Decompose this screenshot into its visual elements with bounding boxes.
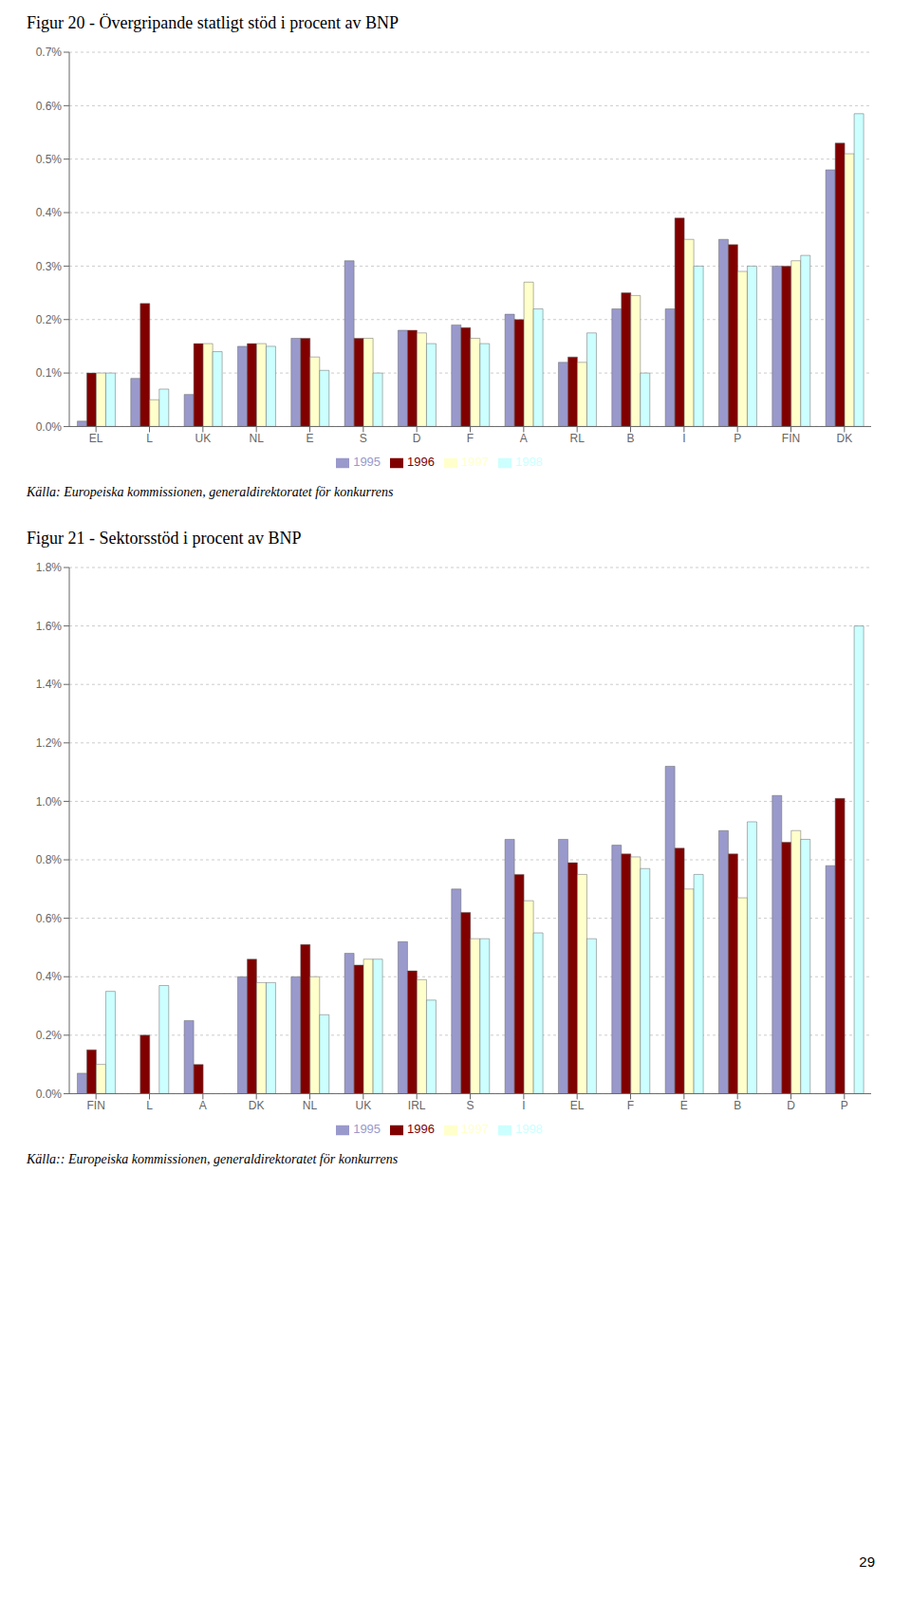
svg-text:0.0%: 0.0%	[36, 420, 63, 434]
svg-text:1.0%: 1.0%	[36, 795, 63, 809]
html-text:Figur 20 - Övergripande statli: Figur 20 - Övergripande statligt stöd i …	[26, 13, 399, 33]
html-text:Figur 21 - Sektorsstöd i proce: Figur 21 - Sektorsstöd i procent av BNP	[26, 528, 302, 548]
svg-text:0.6%: 0.6%	[36, 911, 63, 926]
svg-text:S: S	[465, 1098, 474, 1113]
html-text:1997: 1997	[461, 454, 489, 470]
svg-text:D: D	[786, 1098, 796, 1113]
html-text:Källa:: Europeiska kommissione: Källa:: Europeiska kommissionen, general…	[26, 1152, 398, 1167]
svg-text:I: I	[521, 1098, 525, 1113]
html-text:1996: 1996	[407, 1122, 435, 1137]
svg-text:D: D	[412, 431, 422, 446]
svg-text:F: F	[627, 1098, 634, 1113]
svg-text:E: E	[680, 1098, 688, 1113]
html-text:Källa: Europeiska kommissionen: Källa: Europeiska kommissionen, generald…	[26, 484, 394, 500]
svg-text:EL: EL	[89, 431, 104, 446]
svg-text:0.4%: 0.4%	[36, 205, 63, 220]
html-text:1996: 1996	[407, 454, 435, 470]
svg-text:0.2%: 0.2%	[36, 313, 63, 327]
svg-text:A: A	[520, 431, 528, 446]
svg-text:EL: EL	[570, 1098, 585, 1113]
html-text:1995: 1995	[353, 1122, 381, 1137]
svg-text:0.2%: 0.2%	[36, 1028, 63, 1042]
svg-text:0.6%: 0.6%	[36, 99, 63, 113]
svg-text:I: I	[682, 431, 686, 446]
svg-text:P: P	[733, 431, 742, 446]
svg-text:B: B	[626, 431, 634, 446]
svg-text:B: B	[733, 1098, 742, 1113]
svg-text:RL: RL	[569, 431, 585, 446]
svg-text:UK: UK	[354, 1098, 372, 1113]
svg-text:0.1%: 0.1%	[36, 366, 63, 380]
svg-text:0.5%: 0.5%	[36, 152, 63, 167]
svg-text:FIN: FIN	[781, 431, 800, 446]
svg-text:E: E	[305, 431, 314, 446]
svg-text:1.6%: 1.6%	[36, 619, 63, 633]
svg-text:0.4%: 0.4%	[36, 969, 63, 984]
html-text:1998: 1998	[515, 454, 543, 470]
svg-text:0.8%: 0.8%	[36, 853, 63, 867]
svg-text:0.0%: 0.0%	[36, 1087, 63, 1101]
html-text:1998: 1998	[515, 1122, 543, 1137]
svg-text:L: L	[146, 1098, 153, 1113]
svg-text:S: S	[359, 431, 368, 446]
svg-text:FIN: FIN	[86, 1098, 105, 1113]
svg-text:IRL: IRL	[408, 1098, 427, 1113]
svg-text:F: F	[466, 431, 474, 446]
svg-text:DK: DK	[836, 431, 853, 446]
html-text:1997: 1997	[461, 1122, 489, 1137]
svg-text:UK: UK	[194, 431, 211, 446]
svg-text:P: P	[840, 1098, 849, 1113]
svg-text:1.4%: 1.4%	[36, 677, 63, 691]
svg-text:0.3%: 0.3%	[36, 260, 63, 274]
svg-text:1.2%: 1.2%	[36, 736, 63, 750]
svg-text:L: L	[146, 431, 153, 446]
html-text:29: 29	[859, 1553, 875, 1570]
svg-text:NL: NL	[248, 431, 264, 446]
html-text:1995: 1995	[353, 454, 381, 470]
svg-text:DK: DK	[248, 1098, 265, 1113]
svg-text:NL: NL	[302, 1098, 318, 1113]
svg-text:1.8%: 1.8%	[36, 560, 63, 575]
svg-text:0.7%: 0.7%	[36, 45, 63, 59]
svg-text:A: A	[199, 1098, 207, 1113]
